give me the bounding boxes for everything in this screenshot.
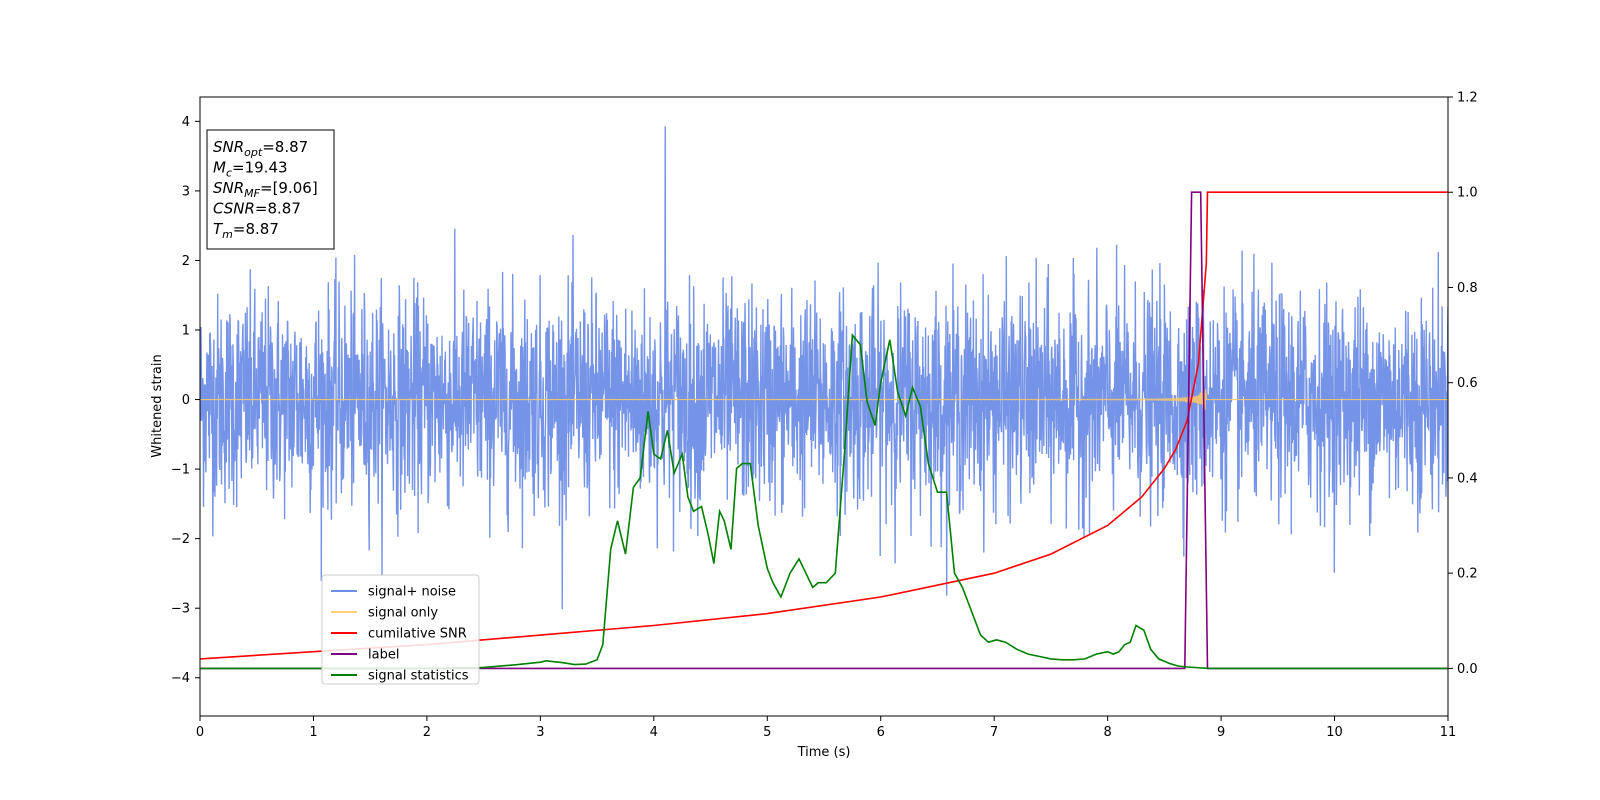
- series-line-signal-statistics: [200, 333, 1448, 670]
- x-tick-label: 8: [1103, 725, 1111, 740]
- y-axis-left: −4 −3 −2 −1 0 1 2 3 4: [171, 115, 200, 686]
- x-axis: 0 1 2 3 4 5 6 7 8 9 10 11: [196, 716, 1456, 740]
- y2-tick-label: 0.4: [1457, 471, 1478, 486]
- y2-tick-label: 0.8: [1457, 281, 1478, 296]
- annotation-box: SNRopt=8.87Mc=19.43SNRMF=[9.06]CSNR=8.87…: [206, 129, 335, 250]
- y2-tick-label: 0.2: [1457, 567, 1478, 582]
- legend-label: signal+ noise: [368, 585, 456, 600]
- series-line-cumilative-snr: [200, 191, 1448, 660]
- y-tick-label: −1: [171, 463, 190, 478]
- legend: signal+ noise signal only cumilative SNR la…: [321, 574, 480, 685]
- legend-label: cumilative SNR: [368, 627, 467, 642]
- series-signal-only: [200, 389, 1448, 410]
- y-tick-label: 4: [182, 115, 190, 130]
- y2-tick-label: 0.0: [1457, 662, 1478, 677]
- y-tick-label: 0: [182, 393, 190, 408]
- annotation-line: SNRopt=8.87: [213, 138, 308, 159]
- x-tick-label: 2: [423, 725, 431, 740]
- y-axis-right: 0.0 0.2 0.4 0.6 0.8 1.0 1.2: [1448, 91, 1478, 677]
- y-tick-label: −2: [171, 532, 190, 547]
- noise-line: [200, 126, 1448, 610]
- legend-label: signal statistics: [368, 669, 469, 684]
- y2-tick-label: 1.2: [1457, 91, 1478, 106]
- y-tick-label: −4: [171, 671, 190, 686]
- axes-frame: [199, 96, 1449, 717]
- y-tick-label: −3: [171, 602, 190, 617]
- x-tick-label: 9: [1217, 725, 1225, 740]
- x-tick-label: 1: [309, 725, 317, 740]
- series-right-axis: [200, 191, 1448, 670]
- y2-tick-label: 1.0: [1457, 186, 1478, 201]
- x-tick-label: 10: [1326, 725, 1343, 740]
- x-tick-label: 4: [650, 725, 658, 740]
- annotation-line: Mc=19.43: [213, 159, 288, 180]
- y-tick-label: 1: [182, 323, 190, 338]
- y-axis-label: Whitened strain: [150, 354, 165, 457]
- x-tick-label: 11: [1440, 725, 1457, 740]
- plot-area: [200, 126, 1448, 670]
- y-tick-label: 3: [182, 184, 190, 199]
- legend-label: label: [368, 648, 399, 663]
- annotation-line: CSNR=8.87: [213, 200, 301, 218]
- x-tick-label: 0: [196, 725, 204, 740]
- y2-tick-label: 0.6: [1457, 376, 1478, 391]
- x-tick-label: 7: [990, 725, 998, 740]
- annotation-line: Tm=8.87: [213, 220, 279, 241]
- x-axis-label: Time (s): [797, 745, 851, 760]
- chirp-line: [200, 389, 1448, 410]
- legend-label: signal only: [368, 606, 438, 621]
- series-signal-noise: [200, 126, 1448, 610]
- annotation-line: SNRMF=[9.06]: [213, 179, 318, 200]
- x-tick-label: 5: [763, 725, 771, 740]
- x-tick-label: 6: [877, 725, 885, 740]
- x-tick-label: 3: [536, 725, 544, 740]
- y-tick-label: 2: [182, 254, 190, 269]
